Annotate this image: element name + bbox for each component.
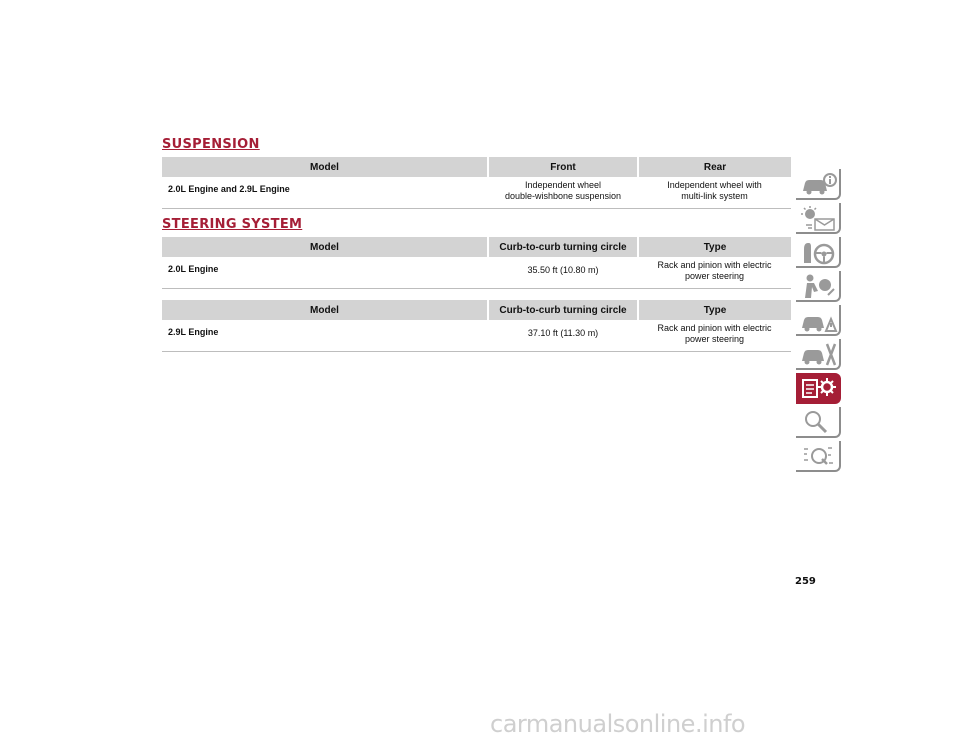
nav-tab-dashboard-lights[interactable] [796, 203, 841, 234]
search-index-icon [805, 411, 828, 434]
steering-wheel-icon [804, 243, 835, 265]
model-cell: 2.0L Engine and 2.9L Engine [162, 177, 488, 209]
turning-circle-cell: 37.10 ft (11.30 m) [488, 320, 638, 352]
nav-tab-servicing[interactable] [796, 339, 841, 370]
car-info-icon [803, 173, 837, 195]
column-header-type: Type [637, 300, 791, 320]
column-header-model: Model [162, 157, 488, 177]
page-number: 259 [795, 576, 816, 587]
type-cell: Rack and pinion with electric power stee… [638, 320, 791, 352]
rear-line-1: Independent wheel with [667, 180, 762, 190]
column-header-rear: Rear [637, 157, 791, 177]
nav-tab-airbag-safety[interactable] [796, 271, 841, 302]
nav-tab-index[interactable] [796, 407, 841, 438]
table-row: 2.0L Engine 35.50 ft (10.80 m) Rack and … [162, 257, 791, 289]
suspension-title: SUSPENSION [162, 137, 260, 152]
suspension-table: Model Front Rear 2.0L Engine and 2.9L En… [162, 157, 791, 209]
table-row: 2.9L Engine 37.10 ft (11.30 m) Rack and … [162, 320, 791, 352]
nav-tab-multilanguage[interactable] [796, 441, 841, 472]
airbag-safety-icon [805, 274, 835, 298]
table-row: 2.0L Engine and 2.9L Engine Independent … [162, 177, 791, 209]
steering-table-2-9l: Model Curb-to-curb turning circle Type 2… [162, 300, 791, 352]
front-cell: Independent wheel double-wishbone suspen… [488, 177, 638, 209]
nav-tab-car-info[interactable] [796, 169, 841, 200]
model-cell: 2.0L Engine [162, 257, 488, 289]
rear-line-2: multi-link system [681, 191, 748, 201]
type-line-2: power steering [684, 334, 745, 344]
column-header-turning-circle: Curb-to-curb turning circle [487, 237, 638, 257]
front-line-2: double-wishbone suspension [504, 191, 622, 201]
column-header-model: Model [162, 237, 488, 257]
column-header-model: Model [162, 300, 488, 320]
warning-triangle-car-icon [802, 316, 838, 332]
type-cell: Rack and pinion with electric power stee… [638, 257, 791, 289]
rear-cell: Independent wheel with multi-link system [638, 177, 791, 209]
table-header-row: Model Curb-to-curb turning circle Type [162, 300, 791, 320]
type-line-2: power steering [684, 271, 745, 281]
technical-specs-icon [802, 378, 836, 398]
car-service-tools-icon [802, 343, 837, 366]
column-header-turning-circle: Curb-to-curb turning circle [487, 300, 638, 320]
front-line-1: Independent wheel [524, 180, 602, 190]
model-cell: 2.9L Engine [162, 320, 488, 352]
watermark: carmanualsonline.info [490, 710, 746, 738]
type-line-1: Rack and pinion with electric [657, 260, 772, 270]
table-header-row: Model Curb-to-curb turning circle Type [162, 237, 791, 257]
dashboard-lights-icon [801, 206, 835, 231]
column-header-type: Type [637, 237, 791, 257]
column-header-front: Front [487, 157, 638, 177]
turning-circle-cell: 35.50 ft (10.80 m) [488, 257, 638, 289]
steering-table-2-0l: Model Curb-to-curb turning circle Type 2… [162, 237, 791, 289]
nav-tab-technical-specifications[interactable] [796, 373, 841, 404]
multilanguage-icon [804, 447, 833, 465]
nav-tab-emergency[interactable] [796, 305, 841, 336]
table-header-row: Model Front Rear [162, 157, 791, 177]
nav-tab-steering-wheel[interactable] [796, 237, 841, 268]
type-line-1: Rack and pinion with electric [657, 323, 772, 333]
steering-title: STEERING SYSTEM [162, 217, 303, 232]
